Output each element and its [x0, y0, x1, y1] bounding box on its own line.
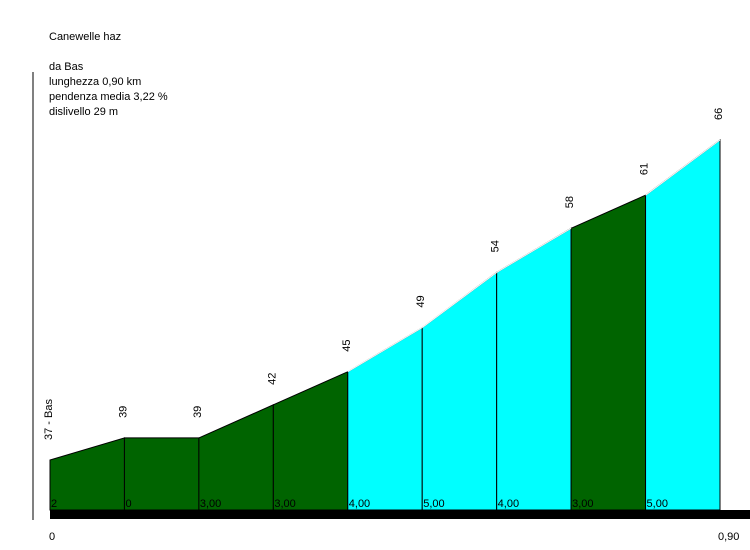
segment-gradient-label: 4,00 [498, 498, 519, 510]
profile-segment [198, 404, 274, 511]
profile-segment [347, 326, 423, 511]
elevation-label: 39 [117, 406, 129, 418]
route-elevation-gain: dislivello 29 m [49, 106, 119, 118]
profile-segment [123, 437, 200, 511]
route-avg-gradient: pendenza media 3,22 % [49, 91, 168, 103]
profile-segment [421, 271, 498, 511]
x-start-label: 0 [49, 531, 55, 543]
elevation-label: 37 - Bas [43, 399, 55, 440]
base-bar [50, 510, 750, 519]
profile-segment [272, 370, 349, 511]
route-info: Canewelle haz da Bas lunghezza 0,90 km p… [49, 30, 168, 120]
elevation-label: 45 [341, 339, 353, 351]
labels-layer: 2 0 3,00 3,00 4,00 5,00 4,00 3,00 5,00 37 - Bas 39… [43, 108, 725, 510]
segment-top-edge [496, 227, 572, 273]
segments-layer [49, 139, 721, 511]
profile-segment [570, 194, 647, 511]
segment-gradient-label: 3,00 [200, 498, 221, 510]
segment-gradient-label: 3,00 [274, 498, 295, 510]
segment-gradient-label: 5,00 [423, 498, 444, 510]
elevation-label: 66 [713, 108, 725, 120]
segment-gradient-label: 4,00 [349, 498, 370, 510]
profile-segment [645, 139, 721, 511]
elevation-label: 42 [266, 373, 278, 385]
x-end-label: 0,90 [718, 531, 739, 543]
elevation-label: 39 [192, 406, 204, 418]
elevation-label: 61 [639, 163, 651, 175]
elevation-label: 49 [415, 295, 427, 307]
route-length: lunghezza 0,90 km [49, 76, 142, 88]
segment-top-edge [645, 139, 721, 196]
segment-top-edge [421, 272, 497, 328]
elevation-label: 58 [564, 196, 576, 208]
segment-gradient-label: 5,00 [647, 498, 668, 510]
segment-gradient-label: 2 [51, 498, 57, 510]
route-title: Canewelle haz [49, 31, 122, 43]
profile-segment [496, 227, 572, 511]
segment-gradient-label: 0 [125, 498, 131, 510]
segment-gradient-label: 3,00 [572, 498, 593, 510]
segment-top-edge [347, 327, 423, 373]
profile-segment [49, 437, 125, 511]
elevation-label: 54 [490, 240, 502, 252]
route-start: da Bas [49, 61, 84, 73]
